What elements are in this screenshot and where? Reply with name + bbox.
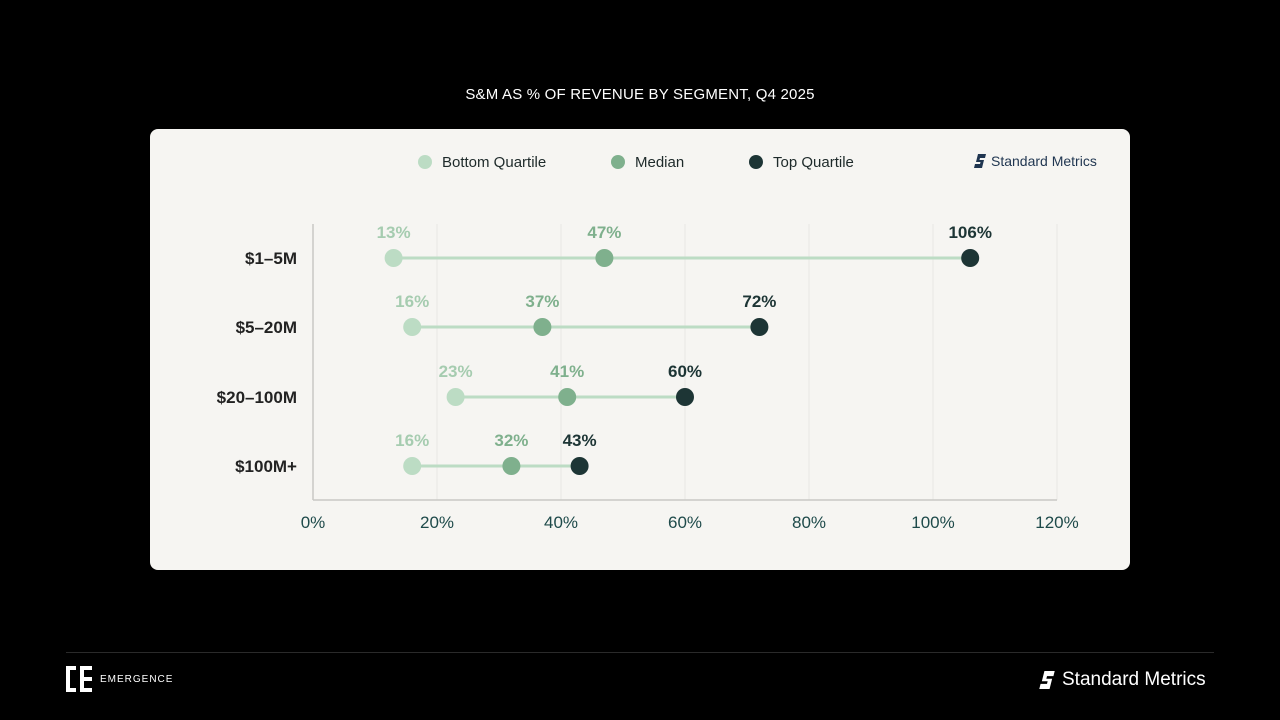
data-label-top-quartile: 43%	[563, 431, 597, 450]
category-label: $100M+	[235, 457, 297, 476]
emergence-icon	[66, 666, 92, 692]
dot-bottom-quartile	[446, 388, 465, 406]
footer-emergence-text: EMERGENCE	[100, 673, 174, 685]
dot-top-quartile	[961, 249, 980, 267]
footer-divider	[66, 652, 1214, 653]
dot-top-quartile	[676, 388, 694, 406]
dot-median	[502, 457, 521, 475]
data-label-median: 47%	[587, 223, 621, 242]
data-label-top-quartile: 72%	[742, 292, 776, 311]
x-tick-label: 60%	[668, 513, 702, 532]
data-label-top-quartile: 106%	[948, 223, 991, 242]
data-label-bottom-quartile: 16%	[395, 431, 429, 450]
dot-bottom-quartile	[403, 318, 422, 336]
dot-median	[558, 388, 577, 406]
legend: Bottom Quartile Median Top Quartile	[0, 150, 1280, 174]
data-label-median: 37%	[525, 292, 559, 311]
x-tick-label: 20%	[420, 513, 454, 532]
data-label-median: 32%	[494, 431, 528, 450]
card-brand-text: Standard Metrics	[991, 153, 1097, 169]
data-label-median: 41%	[550, 362, 584, 381]
legend-dot-bottom-quartile	[418, 155, 432, 169]
x-tick-label: 40%	[544, 513, 578, 532]
footer-standard-metrics-logo: Standard Metrics	[1038, 666, 1206, 694]
footer-standard-metrics-text: Standard Metrics	[1062, 669, 1206, 690]
data-label-bottom-quartile: 23%	[439, 362, 473, 381]
standard-metrics-icon	[1039, 671, 1055, 689]
standard-metrics-icon	[974, 154, 986, 168]
category-label: $5–20M	[236, 318, 297, 337]
legend-item-top-quartile: Top Quartile	[749, 150, 854, 174]
legend-label-bottom-quartile: Bottom Quartile	[442, 153, 547, 171]
dot-top-quartile	[570, 457, 589, 475]
data-label-top-quartile: 60%	[668, 362, 702, 381]
category-label: $20–100M	[217, 388, 297, 407]
x-tick-label: 120%	[1035, 513, 1078, 532]
footer-emergence-logo: EMERGENCE	[66, 666, 173, 692]
data-label-bottom-quartile: 16%	[395, 292, 429, 311]
legend-label-median: Median	[635, 153, 685, 171]
legend-dot-top-quartile	[749, 155, 763, 169]
legend-dot-median	[611, 155, 625, 169]
dot-median	[595, 249, 614, 267]
x-tick-label: 100%	[911, 513, 954, 532]
legend-item-median: Median	[611, 150, 684, 174]
dot-bottom-quartile	[403, 457, 422, 475]
legend-label-top-quartile: Top Quartile	[773, 153, 854, 171]
legend-item-bottom-quartile: Bottom Quartile	[418, 150, 546, 174]
dot-top-quartile	[750, 318, 769, 336]
x-tick-label: 0%	[301, 513, 326, 532]
x-tick-label: 80%	[792, 513, 826, 532]
category-label: $1–5M	[245, 249, 297, 268]
dot-median	[533, 318, 552, 336]
dot-bottom-quartile	[384, 249, 403, 267]
data-label-bottom-quartile: 13%	[377, 223, 411, 242]
chart-title: S&M AS % OF REVENUE BY SEGMENT, Q4 2025	[465, 86, 815, 103]
card-brand-logo: Standard Metrics	[973, 150, 1097, 172]
